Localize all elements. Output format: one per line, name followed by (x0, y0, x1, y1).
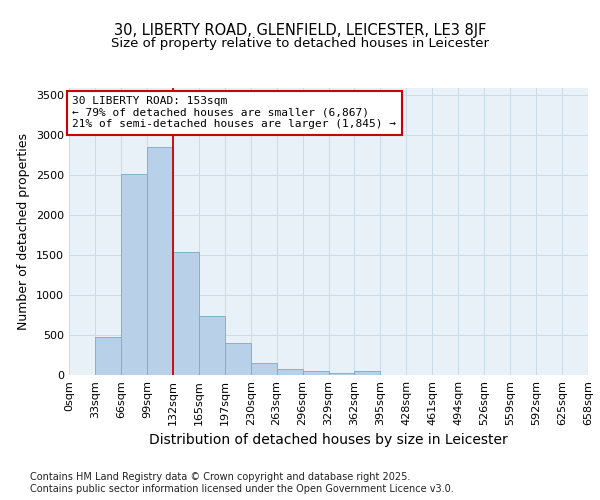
Text: Size of property relative to detached houses in Leicester: Size of property relative to detached ho… (111, 38, 489, 51)
Bar (173, 252, 199, 375)
Y-axis label: Number of detached properties: Number of detached properties (17, 132, 31, 330)
Bar (121, 174, 147, 375)
Bar (355, 371, 380, 375)
Bar (302, 370, 329, 375)
Text: 30, LIBERTY ROAD, GLENFIELD, LEICESTER, LE3 8JF: 30, LIBERTY ROAD, GLENFIELD, LEICESTER, … (114, 22, 486, 38)
X-axis label: Distribution of detached houses by size in Leicester: Distribution of detached houses by size … (149, 434, 508, 448)
Bar (225, 343, 251, 375)
Bar (199, 316, 224, 375)
Bar (277, 369, 302, 375)
Bar (147, 148, 173, 375)
Text: Contains HM Land Registry data © Crown copyright and database right 2025.
Contai: Contains HM Land Registry data © Crown c… (30, 472, 454, 494)
Text: 30 LIBERTY ROAD: 153sqm
← 79% of detached houses are smaller (6,867)
21% of semi: 30 LIBERTY ROAD: 153sqm ← 79% of detache… (72, 96, 396, 130)
Bar (95, 336, 121, 375)
Bar (329, 372, 355, 375)
Bar (251, 362, 277, 375)
